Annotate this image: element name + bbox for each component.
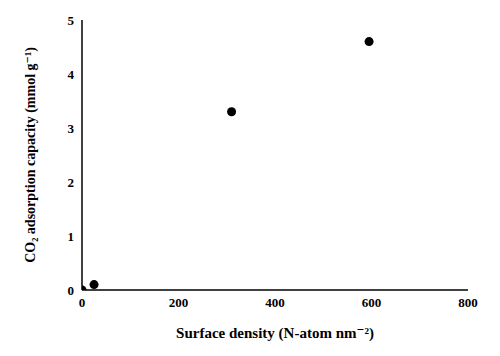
svg-text:4: 4 (68, 67, 75, 82)
svg-text:800: 800 (458, 295, 478, 310)
svg-text:0: 0 (68, 283, 75, 298)
svg-text:Surface density (N-atom nm⁻²): Surface density (N-atom nm⁻²) (176, 325, 374, 342)
svg-text:CO₂ adsorption capacity (mmol: CO₂ adsorption capacity (mmol g⁻¹) (23, 47, 39, 263)
svg-text:600: 600 (362, 295, 382, 310)
svg-text:3: 3 (68, 121, 75, 136)
svg-text:400: 400 (265, 295, 285, 310)
svg-text:200: 200 (169, 295, 189, 310)
svg-text:0: 0 (79, 295, 86, 310)
svg-text:5: 5 (68, 13, 75, 28)
svg-text:2: 2 (68, 175, 75, 190)
svg-text:1: 1 (68, 229, 75, 244)
